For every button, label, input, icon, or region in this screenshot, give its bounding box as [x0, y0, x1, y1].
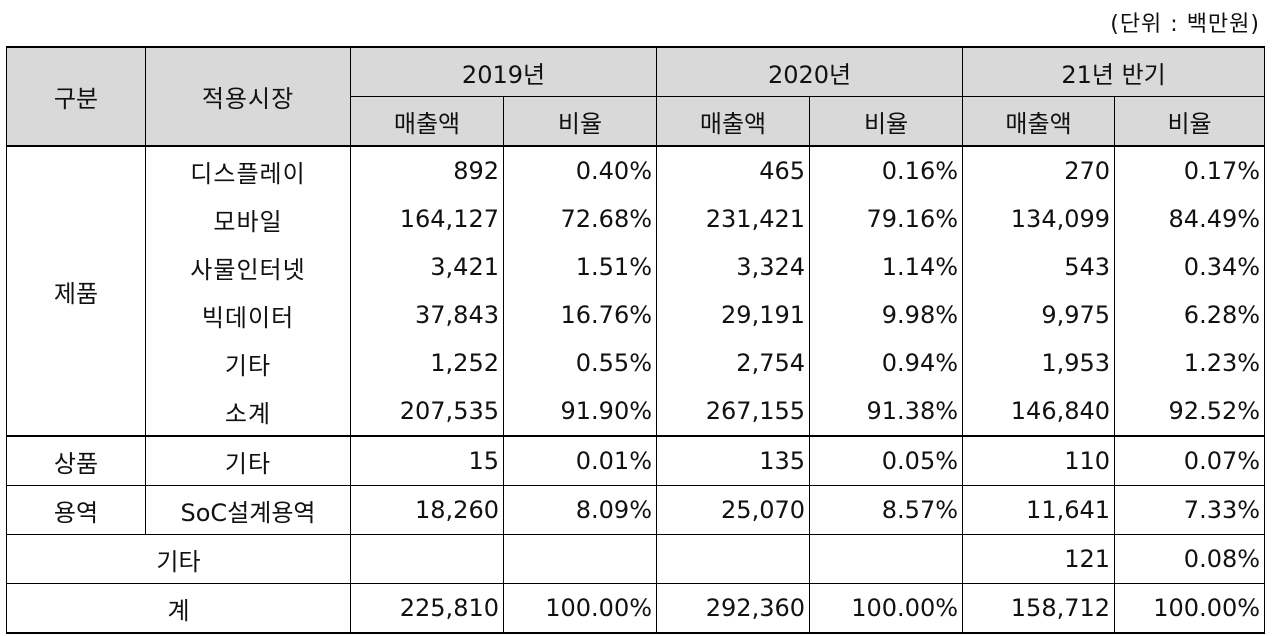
value-cell: 1.51% [502, 243, 658, 291]
market-cell: 소계 [145, 387, 351, 436]
value-cell: 231,421 [656, 195, 811, 243]
header-period-2021-half: 21년 반기 [962, 46, 1266, 97]
value-cell: 0.08% [1114, 534, 1266, 584]
value-cell: 0.01% [502, 435, 658, 486]
value-cell: 158,712 [962, 583, 1116, 634]
total-row: 계 225,810 100.00% 292,360 100.00% 158,71… [6, 583, 1266, 634]
header-sales: 매출액 [962, 96, 1116, 147]
header-ratio: 비율 [809, 96, 964, 147]
table-row: 빅데이터 37,843 16.76% 29,191 9.98% 9,975 6.… [7, 291, 1266, 339]
sales-by-market-table: 구분 적용시장 2019년 2020년 21년 반기 매출액 비율 매출액 비율… [6, 46, 1266, 634]
header-market: 적용시장 [145, 46, 351, 147]
value-cell: 164,127 [350, 195, 504, 243]
table-row: 용역 SoC설계용역 18,260 8.09% 25,070 8.57% 11,… [6, 485, 1266, 535]
value-cell: 91.90% [502, 387, 658, 436]
value-cell: 146,840 [962, 387, 1116, 436]
header-sales: 매출액 [656, 96, 811, 147]
value-cell: 267,155 [656, 387, 811, 436]
value-cell: 11,641 [962, 485, 1116, 535]
header-category: 구분 [6, 46, 146, 147]
value-cell: 2,754 [656, 339, 811, 387]
market-cell: 사물인터넷 [145, 243, 351, 291]
value-cell: 3,421 [350, 243, 504, 291]
value-cell: 0.07% [1114, 435, 1266, 486]
value-cell: 134,099 [962, 195, 1116, 243]
value-cell: 0.94% [809, 339, 964, 387]
table-row: 모바일 164,127 72.68% 231,421 79.16% 134,09… [7, 195, 1266, 243]
total-label: 계 [6, 583, 351, 634]
header-row-metrics: 매출액 비율 매출액 비율 매출액 비율 [7, 96, 1266, 147]
market-cell: SoC설계용역 [145, 485, 351, 535]
value-cell: 0.40% [502, 145, 658, 195]
value-cell: 892 [350, 145, 504, 195]
table-row: 상품 기타 15 0.01% 135 0.05% 110 0.07% [6, 435, 1266, 486]
value-cell: 135 [656, 435, 811, 486]
value-cell: 110 [962, 435, 1116, 486]
subtotal-row: 소계 207,535 91.90% 267,155 91.38% 146,840… [7, 387, 1266, 436]
other-row: 기타 121 0.08% [6, 534, 1266, 584]
value-cell: 37,843 [350, 291, 504, 339]
value-cell: 1,252 [350, 339, 504, 387]
value-cell [350, 534, 504, 584]
header-period-2019: 2019년 [349, 46, 658, 97]
value-cell: 207,535 [350, 387, 504, 436]
value-cell: 8.09% [502, 485, 658, 535]
value-cell: 0.55% [502, 339, 658, 387]
table-row: 사물인터넷 3,421 1.51% 3,324 1.14% 543 0.34% [7, 243, 1266, 291]
value-cell: 225,810 [350, 583, 504, 634]
group-label-service: 용역 [6, 485, 146, 535]
value-cell: 100.00% [502, 583, 658, 634]
market-cell: 기타 [145, 339, 351, 387]
value-cell: 84.49% [1114, 195, 1266, 243]
value-cell: 8.57% [809, 485, 964, 535]
header-sales: 매출액 [350, 96, 504, 147]
group-label-product: 제품 [6, 145, 146, 436]
value-cell: 0.17% [1114, 145, 1266, 195]
table-row: 기타 1,252 0.55% 2,754 0.94% 1,953 1.23% [7, 339, 1266, 387]
value-cell: 15 [350, 435, 504, 486]
value-cell: 18,260 [350, 485, 504, 535]
value-cell: 1.23% [1114, 339, 1266, 387]
value-cell: 91.38% [809, 387, 964, 436]
value-cell [809, 534, 964, 584]
value-cell: 292,360 [656, 583, 811, 634]
value-cell: 25,070 [656, 485, 811, 535]
value-cell: 1,953 [962, 339, 1116, 387]
value-cell: 6.28% [1114, 291, 1266, 339]
value-cell: 100.00% [1114, 583, 1266, 634]
value-cell: 9,975 [962, 291, 1116, 339]
value-cell: 0.34% [1114, 243, 1266, 291]
other-label: 기타 [6, 534, 351, 584]
value-cell: 543 [962, 243, 1116, 291]
market-cell: 모바일 [145, 195, 351, 243]
header-period-2020: 2020년 [656, 46, 964, 97]
value-cell [502, 534, 658, 584]
value-cell: 0.16% [809, 145, 964, 195]
market-cell: 빅데이터 [145, 291, 351, 339]
value-cell: 79.16% [809, 195, 964, 243]
value-cell: 1.14% [809, 243, 964, 291]
value-cell: 465 [656, 145, 811, 195]
header-row-periods: 구분 적용시장 2019년 2020년 21년 반기 [6, 46, 1266, 147]
value-cell: 100.00% [809, 583, 964, 634]
value-cell [656, 534, 811, 584]
value-cell: 9.98% [809, 291, 964, 339]
table-row: 제품 디스플레이 892 0.40% 465 0.16% 270 0.17% [6, 145, 1266, 436]
market-cell: 디스플레이 [145, 145, 351, 195]
unit-note: (단위 : 백만원) [1110, 12, 1260, 37]
value-cell: 16.76% [502, 291, 658, 339]
header-ratio: 비율 [502, 96, 658, 147]
group-label-goods: 상품 [6, 435, 146, 486]
value-cell: 92.52% [1114, 387, 1266, 436]
market-cell: 기타 [145, 435, 351, 486]
value-cell: 7.33% [1114, 485, 1266, 535]
value-cell: 270 [962, 145, 1116, 195]
value-cell: 72.68% [502, 195, 658, 243]
value-cell: 0.05% [809, 435, 964, 486]
value-cell: 3,324 [656, 243, 811, 291]
header-ratio: 비율 [1114, 96, 1266, 147]
value-cell: 29,191 [656, 291, 811, 339]
value-cell: 121 [962, 534, 1116, 584]
